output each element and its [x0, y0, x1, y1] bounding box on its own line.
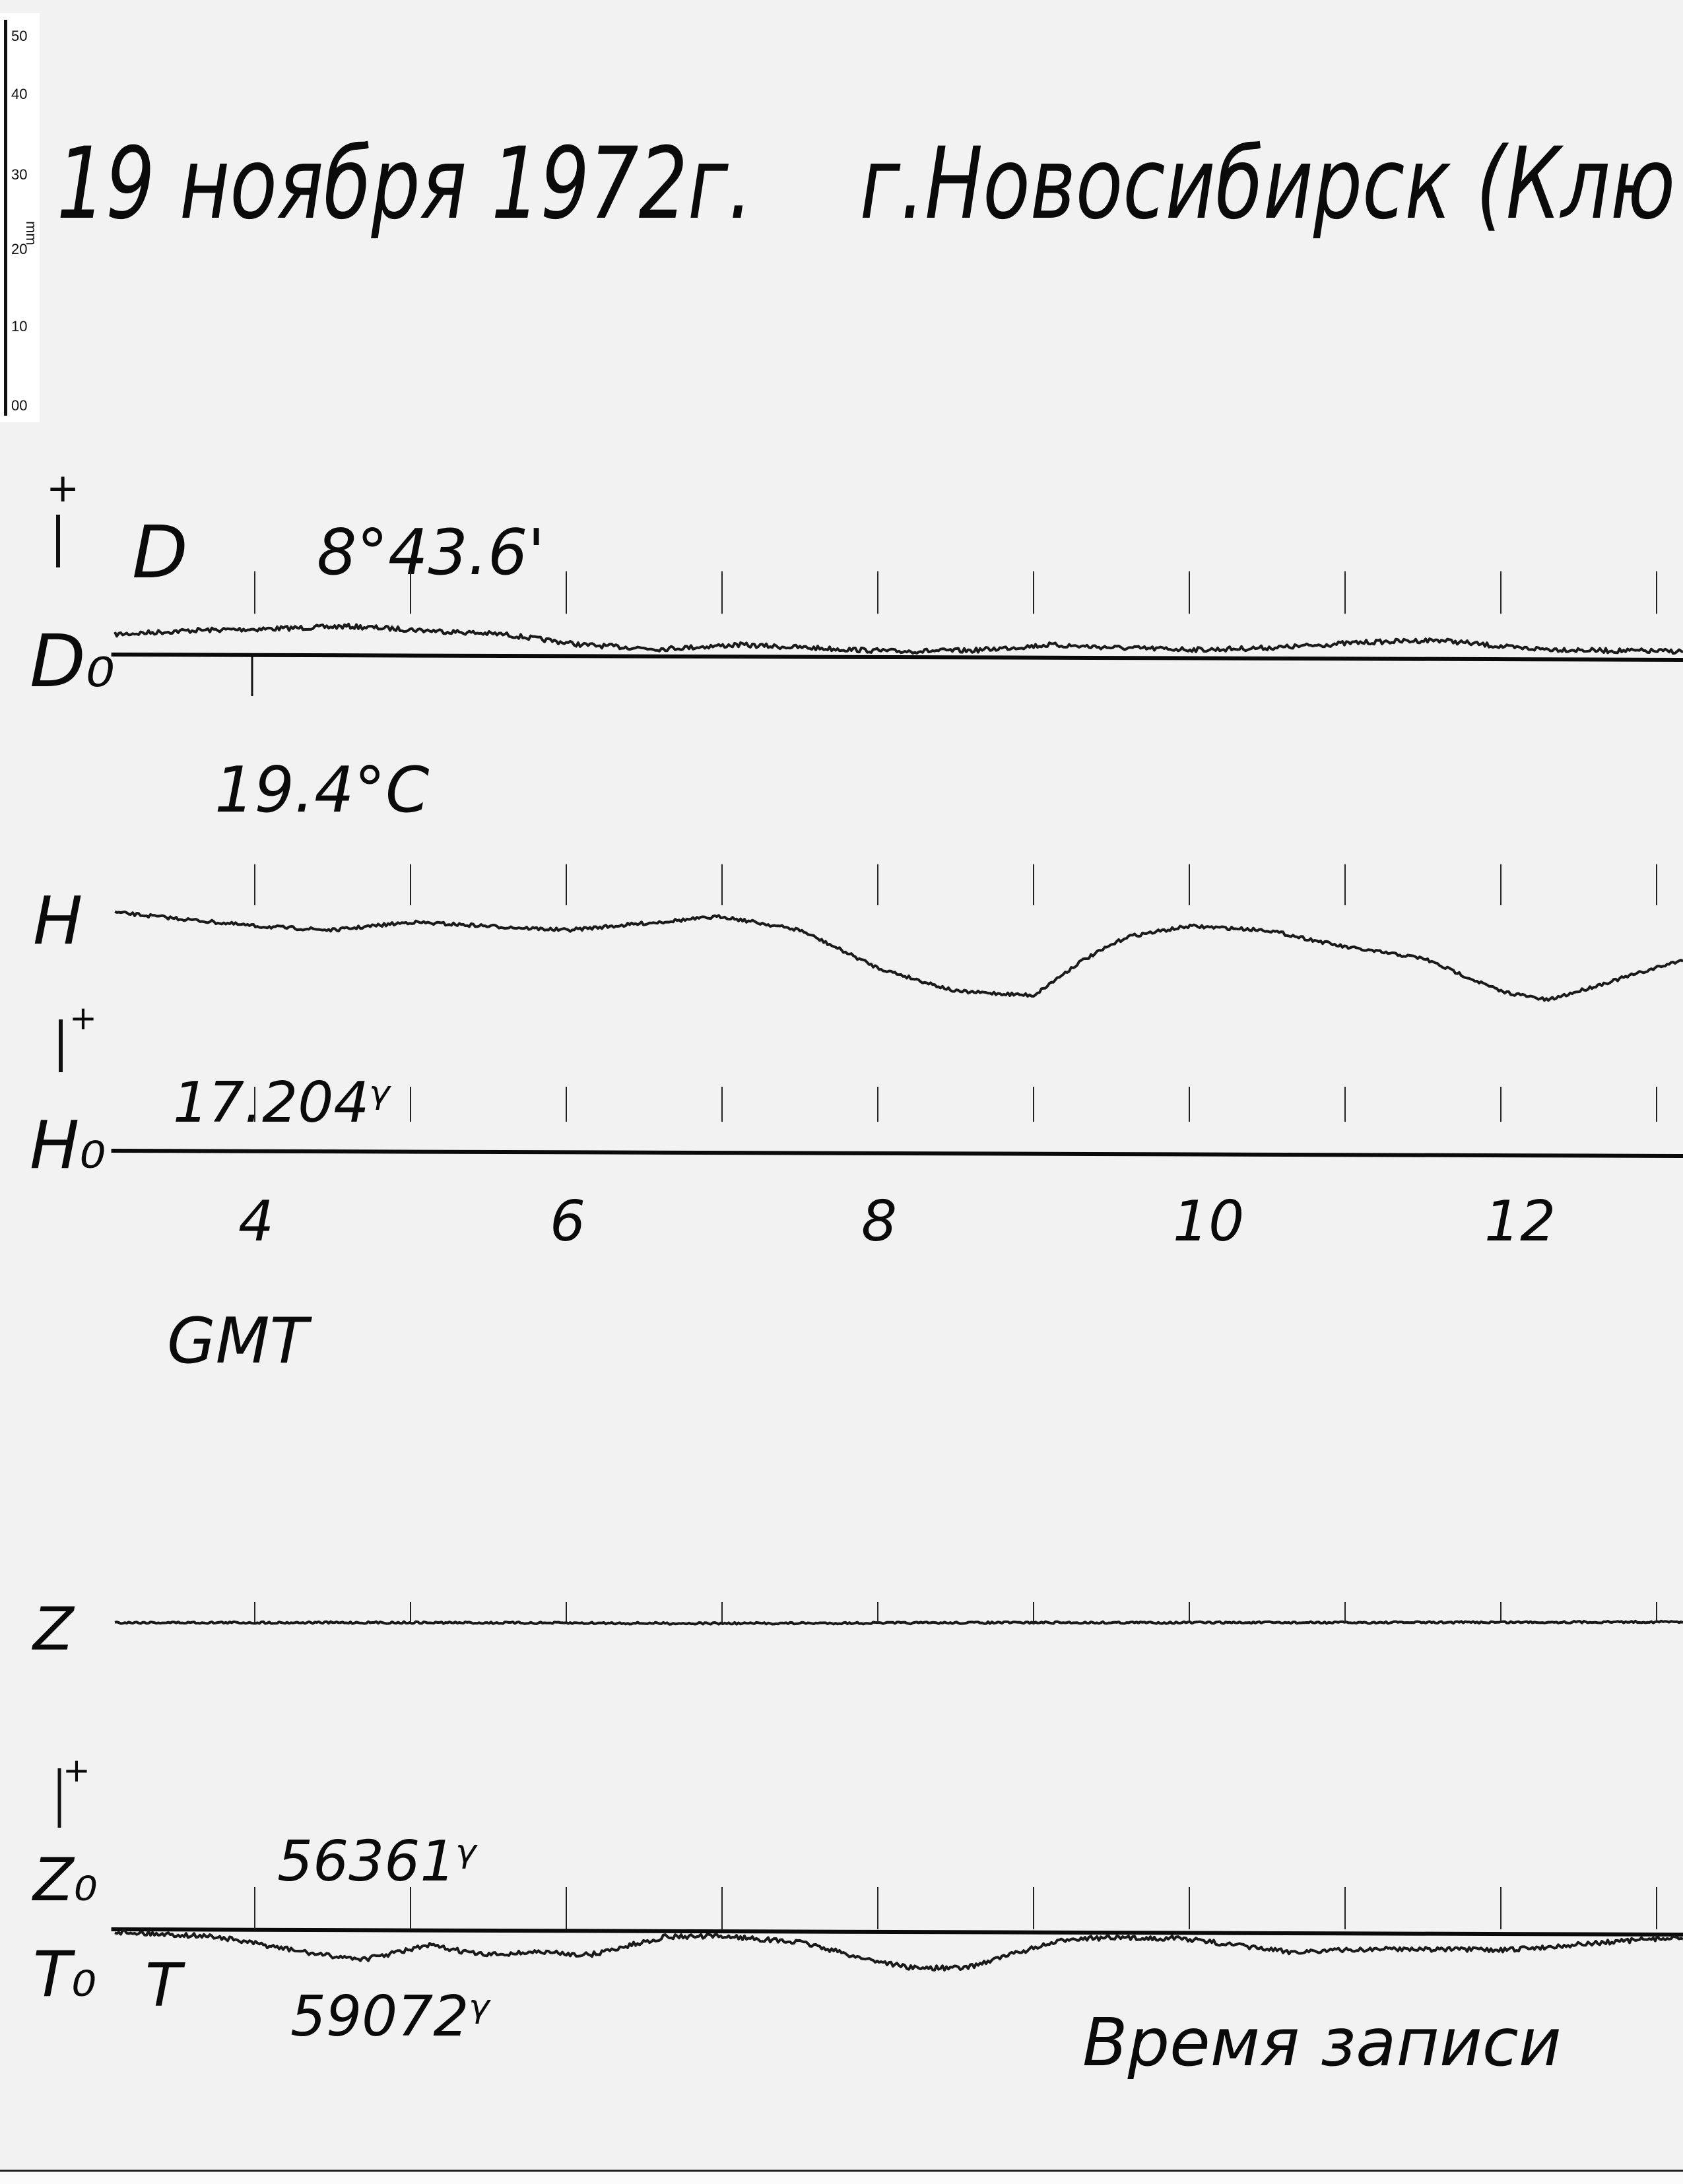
h0-baseline [111, 1149, 1683, 1158]
x-tick-label: 6 [550, 1189, 585, 1254]
footer-recording-time: Время записи [1082, 2004, 1562, 2081]
ruler-tick-20: 20 [11, 241, 27, 257]
label-d: D [132, 510, 188, 594]
plus-sign-d: + [46, 465, 79, 511]
t0-value: 59072ᵞ [290, 1984, 491, 2049]
label-t: T [145, 1951, 185, 2020]
label-z0: Z₀ [32, 1846, 98, 1915]
ruler-bar [4, 20, 7, 416]
label-h: H [33, 882, 82, 959]
x-axis-title: GMT [167, 1305, 313, 1378]
ruler-tick-00: 00 [11, 397, 27, 414]
x-axis-labels: 4 6 8 10 12 [238, 1189, 1556, 1254]
z0-value: 56361ᵞ [277, 1829, 478, 1894]
mm-ruler: 50 40 30 mm 20 10 00 [0, 13, 40, 422]
ruler-tick-40: 40 [11, 86, 27, 102]
z0-t0-baseline [111, 1927, 1683, 1937]
trace-z [114, 1619, 1683, 1626]
label-z: Z [32, 1595, 75, 1664]
x-tick-label: 4 [238, 1189, 274, 1254]
ruler-tick-10: 10 [11, 318, 27, 335]
ruler-tick-30: 30 [11, 166, 27, 183]
sheet-bottom-edge [0, 2171, 1683, 2184]
h0-value: 17.204ᵞ [173, 1070, 391, 1136]
trace-d [114, 622, 1683, 655]
label-t0: T₀ [33, 1939, 96, 2011]
label-h0: H₀ [30, 1107, 106, 1184]
title-place: г.Новосибирск (Клю [860, 126, 1676, 241]
x-tick-label: 12 [1484, 1189, 1556, 1254]
trace-h [114, 910, 1683, 1002]
trace-t [114, 1929, 1683, 1972]
label-d0: D₀ [30, 619, 115, 703]
d0-baseline [111, 653, 1683, 662]
temperature-value: 19.4°C [214, 754, 430, 827]
title-date: 19 ноября 1972г. [57, 126, 753, 241]
ruler-tick-50: 50 [11, 28, 27, 44]
ruler-unit: mm [23, 221, 40, 245]
plus-sign-z: + [63, 1751, 90, 1789]
x-tick-label: 8 [861, 1189, 897, 1254]
x-tick-label: 10 [1173, 1189, 1244, 1254]
plus-sign-h: + [69, 999, 97, 1037]
chart-marks [111, 571, 1683, 1972]
d0-value: 8°43.6' [317, 517, 545, 589]
